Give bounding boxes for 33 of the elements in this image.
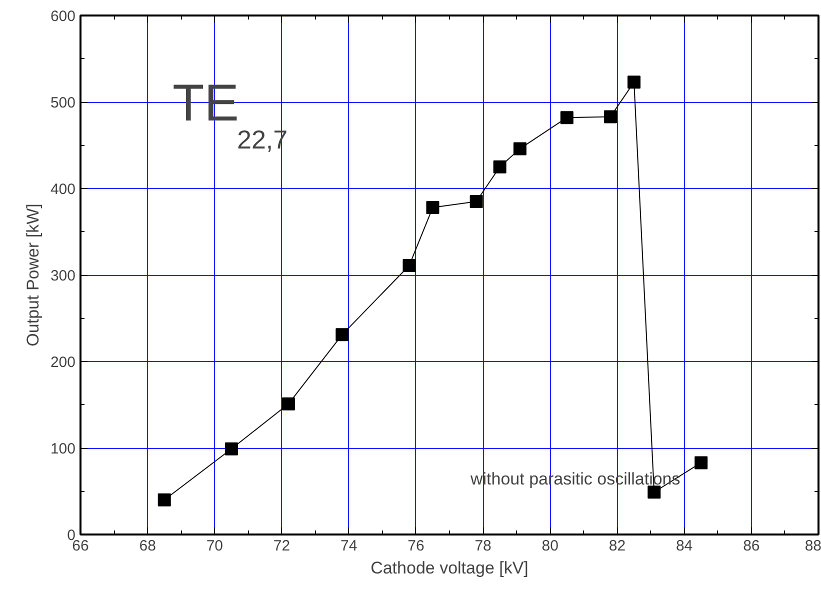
y-tick-label: 300 (50, 268, 76, 284)
point (336, 328, 349, 342)
x-tick-label: 84 (676, 538, 693, 554)
point (493, 160, 506, 174)
point (694, 456, 708, 470)
point (426, 201, 440, 214)
x-tick-label: 80 (542, 538, 558, 554)
y-tick-label: 100 (50, 440, 76, 458)
point (470, 194, 483, 208)
x-tick-label: 68 (139, 538, 156, 554)
y-tick-label: 500 (50, 94, 76, 112)
x-tick-label: 70 (206, 538, 224, 554)
y-tick-label: 400 (50, 181, 76, 198)
point (604, 110, 618, 124)
x-tick-label: 88 (804, 538, 821, 554)
point (158, 493, 171, 506)
y-tick-label: 600 (50, 8, 76, 25)
point (513, 142, 526, 156)
point (560, 111, 574, 124)
x-tick-label: 86 (743, 538, 760, 554)
y-tick-label: 200 (50, 354, 76, 371)
x-tick-label: 82 (608, 538, 626, 554)
point (282, 397, 295, 410)
point (402, 258, 416, 272)
y-axis-title: Output Power [kW] (23, 204, 42, 346)
point (224, 442, 238, 456)
x-tick-label: 72 (273, 538, 290, 554)
x-tick-label: 78 (474, 538, 492, 554)
x-axis-title: Cathode voltage [kV] (370, 558, 528, 578)
x-tick-label: 76 (408, 538, 424, 554)
x-tick-label: 74 (340, 538, 358, 554)
point (648, 486, 661, 499)
point (628, 76, 640, 89)
